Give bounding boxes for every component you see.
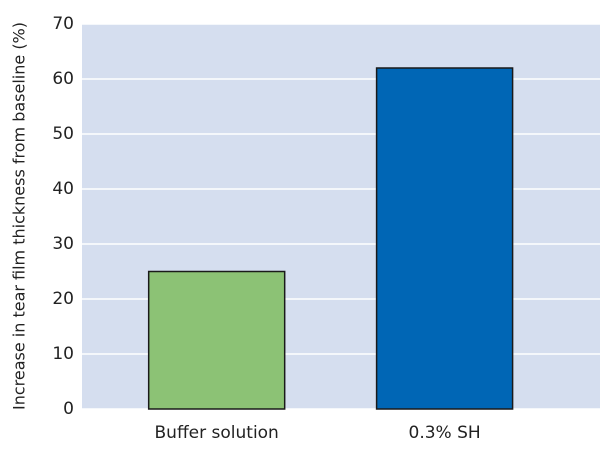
y-tick-label: 10 <box>52 344 74 364</box>
y-axis-label: Increase in tear film thickness from bas… <box>10 22 29 410</box>
y-tick-label: 50 <box>52 124 74 144</box>
x-tick-label: 0.3% SH <box>409 423 481 443</box>
y-tick-label: 70 <box>52 14 74 34</box>
bar <box>147 270 286 410</box>
x-tick-label: Buffer solution <box>155 423 279 443</box>
y-tick-label: 30 <box>52 234 74 254</box>
y-tick-label: 0 <box>63 399 74 419</box>
bar <box>375 67 514 410</box>
y-tick-label: 60 <box>52 69 74 89</box>
y-tick-label: 20 <box>52 289 74 309</box>
y-tick-label: 40 <box>52 179 74 199</box>
